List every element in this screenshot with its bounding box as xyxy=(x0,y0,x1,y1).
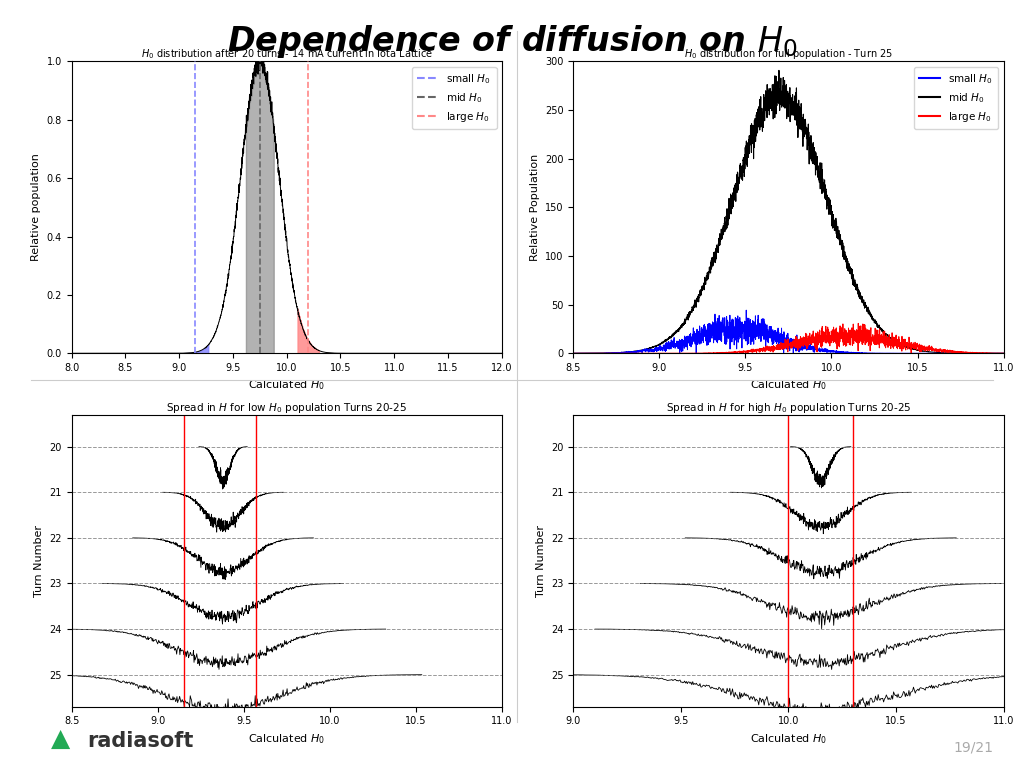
Y-axis label: Relative Population: Relative Population xyxy=(529,154,540,261)
Legend: small $H_0$, mid $H_0$, large $H_0$: small $H_0$, mid $H_0$, large $H_0$ xyxy=(412,67,497,129)
Y-axis label: Turn Number: Turn Number xyxy=(34,525,44,597)
Text: 19/21: 19/21 xyxy=(953,740,993,754)
X-axis label: Calculated $H_0$: Calculated $H_0$ xyxy=(248,732,326,746)
Y-axis label: Turn Number: Turn Number xyxy=(536,525,546,597)
X-axis label: Calculated $H_0$: Calculated $H_0$ xyxy=(750,732,827,746)
Title: Spread in $H$ for low $H_0$ population Turns 20-25: Spread in $H$ for low $H_0$ population T… xyxy=(166,401,408,415)
X-axis label: Calculated $H_0$: Calculated $H_0$ xyxy=(750,379,827,392)
Title: $H_0$ distribution for full population - Turn 25: $H_0$ distribution for full population -… xyxy=(684,48,893,61)
Legend: small $H_0$, mid $H_0$, large $H_0$: small $H_0$, mid $H_0$, large $H_0$ xyxy=(913,67,998,129)
Title: Spread in $H$ for high $H_0$ population Turns 20-25: Spread in $H$ for high $H_0$ population … xyxy=(666,401,911,415)
Y-axis label: Relative population: Relative population xyxy=(31,154,41,261)
Text: Dependence of diffusion on $H_0$: Dependence of diffusion on $H_0$ xyxy=(226,23,798,60)
Title: $H_0$ distribution after 20 turns - 14 mA current in Iota Lattice: $H_0$ distribution after 20 turns - 14 m… xyxy=(140,48,433,61)
Text: ▲: ▲ xyxy=(51,727,71,751)
X-axis label: Calculated $H_0$: Calculated $H_0$ xyxy=(248,379,326,392)
Text: radiasoft: radiasoft xyxy=(87,731,194,751)
